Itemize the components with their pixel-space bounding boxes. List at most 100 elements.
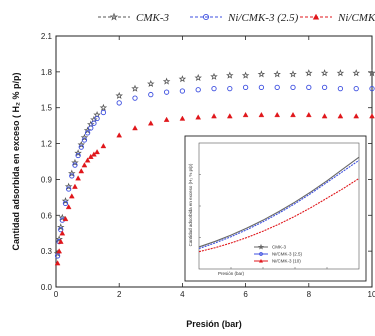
data-point — [84, 157, 91, 163]
y-tick-label: 1.2 — [41, 140, 53, 149]
legend-marker — [312, 13, 320, 20]
data-point — [80, 133, 89, 141]
data-point — [58, 226, 64, 233]
data-point — [94, 149, 100, 155]
data-point — [290, 84, 296, 91]
inset-legend-entry-2: Ni/CMK-3 (10) — [254, 259, 301, 264]
data-point — [115, 91, 123, 99]
x-tick-label: 6 — [243, 290, 248, 299]
data-point — [257, 70, 266, 78]
data-point — [71, 158, 79, 166]
x-tick-label: 0 — [54, 290, 59, 299]
inset-series-1-line — [198, 159, 360, 250]
inset-x-axis-title: Presión (bar) — [218, 271, 245, 276]
data-point — [61, 196, 70, 205]
data-point — [320, 69, 329, 77]
legend-label: Ni/CMK-3 (10) — [337, 12, 375, 24]
data-point — [75, 152, 81, 159]
legend-label: CMK-3 — [136, 12, 170, 24]
inset-legend-label: Ni/CMK-3 (2.5) — [272, 252, 303, 257]
y-tick-label: 0.3 — [41, 247, 53, 256]
inset-legend-entry-1: Ni/CMK-3 (2.5) — [254, 252, 303, 257]
data-point — [352, 69, 360, 77]
data-point — [274, 84, 280, 91]
legend-entry-1: Ni/CMK-3 (2.5) — [190, 12, 299, 24]
data-point — [78, 168, 85, 174]
x-tick-label: 8 — [307, 290, 312, 299]
inset-legend-marker — [259, 252, 263, 256]
inset-legend-label: Ni/CMK-3 (10) — [272, 259, 301, 264]
y-axis-title: Cantidad adsorbida en exceso ( H₂ % p/p) — [11, 72, 21, 250]
data-point — [84, 130, 91, 136]
data-point — [210, 72, 218, 80]
data-point — [59, 230, 66, 236]
data-point — [163, 89, 170, 95]
data-point — [368, 69, 375, 77]
x-tick-label: 10 — [368, 290, 375, 299]
y-tick-label: 1.8 — [41, 68, 53, 77]
data-point — [132, 125, 138, 131]
data-point — [289, 70, 297, 78]
data-point — [94, 115, 100, 122]
data-point — [68, 193, 75, 199]
data-point — [226, 71, 234, 79]
series-0-points — [53, 69, 375, 257]
data-point — [242, 84, 249, 91]
data-point — [147, 120, 154, 126]
data-point — [58, 213, 67, 221]
x-tick-label: 4 — [180, 290, 185, 299]
data-point — [91, 120, 97, 126]
data-point — [81, 162, 88, 168]
data-point — [274, 111, 281, 118]
data-point — [54, 260, 61, 266]
data-point — [179, 115, 186, 121]
inset-plot-area — [198, 142, 360, 270]
data-point — [163, 116, 170, 122]
inset-plot: Presión (bar) Cantidad adsorbida en exces… — [184, 135, 367, 282]
data-point — [74, 149, 82, 157]
y-tick-label: 2.1 — [41, 32, 53, 41]
data-point — [242, 111, 249, 118]
data-point — [69, 173, 75, 179]
data-point — [68, 169, 76, 177]
data-point — [77, 140, 86, 148]
data-point — [116, 100, 122, 106]
data-point — [305, 111, 312, 118]
main-plot-frame — [55, 35, 373, 288]
legend-marker — [202, 13, 210, 21]
data-point — [62, 215, 69, 222]
data-point — [178, 75, 187, 83]
data-point — [241, 71, 250, 79]
main-plot: 0 2 4 6 8 10 0.0 0.3 0.6 0.9 1.2 1.5 1.8 2.1 Presión (… — [11, 32, 375, 329]
data-point — [226, 113, 233, 119]
series-1-points — [54, 84, 375, 259]
data-point — [78, 144, 84, 150]
inset-legend-marker — [258, 258, 264, 263]
data-point — [227, 85, 233, 92]
inset-series-2-line — [198, 177, 360, 253]
data-point — [162, 77, 171, 85]
data-point — [65, 204, 72, 210]
data-point — [353, 113, 360, 119]
legend-entry-0: CMK-3 — [98, 12, 170, 24]
data-point — [321, 84, 328, 91]
data-point — [62, 200, 69, 206]
data-point — [179, 88, 186, 94]
inset-legend-label: CMK-3 — [272, 245, 286, 250]
data-point — [56, 248, 62, 254]
main-legend: CMK-3 Ni/CMK-3 (2.5) Ni/CMK-3 (10) — [98, 12, 375, 24]
data-point — [75, 175, 81, 181]
data-point — [337, 113, 344, 119]
data-point — [88, 125, 94, 131]
data-point — [258, 84, 265, 91]
data-point — [116, 132, 123, 138]
data-point — [64, 182, 73, 190]
data-point — [72, 183, 78, 189]
y-tick-label: 0.6 — [41, 211, 53, 220]
data-point — [56, 223, 65, 231]
legend-label: Ni/CMK-3 (2.5) — [227, 12, 299, 24]
data-point — [273, 70, 281, 78]
series-2-points — [54, 111, 375, 266]
